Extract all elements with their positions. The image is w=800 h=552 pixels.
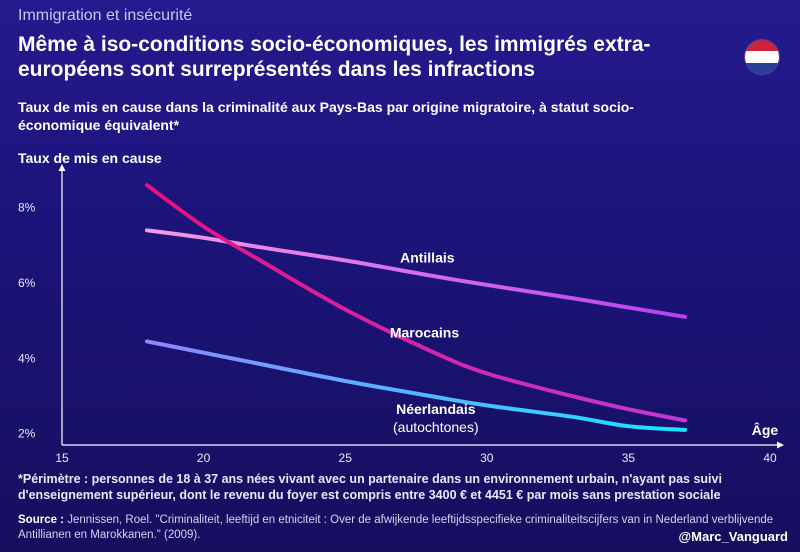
x-tick-label: 15 xyxy=(55,451,69,465)
x-tick-label: 20 xyxy=(197,451,211,465)
footnote: *Périmètre : personnes de 18 à 37 ans né… xyxy=(18,472,722,502)
chart-axes xyxy=(58,164,784,449)
x-tick-label: 35 xyxy=(622,451,636,465)
x-tick-label: 30 xyxy=(480,451,494,465)
y-axis-arrow-icon xyxy=(58,164,66,171)
series-sublabel-neerlandais: (autochtones) xyxy=(393,419,479,435)
tick-labels: 15 20 25 30 35 40 8% 6% 4% 2% Âge xyxy=(18,201,778,465)
topic-label: Immigration et insécurité xyxy=(18,7,193,24)
y-axis-title: Taux de mis en cause xyxy=(18,150,162,166)
x-axis-arrow-icon xyxy=(777,441,784,449)
series-label-neerlandais: Néerlandais xyxy=(396,401,476,417)
headline: Même à iso-conditions socio-économiques,… xyxy=(18,33,651,81)
series-label-antillais: Antillais xyxy=(400,249,455,265)
y-tick-label: 6% xyxy=(18,276,36,290)
series-line-neerlandais xyxy=(145,339,687,432)
y-tick-label: 4% xyxy=(18,351,36,365)
author-handle: @Marc_Vanguard xyxy=(678,529,789,544)
x-tick-label: 40 xyxy=(763,451,777,465)
chart-subtitle: Taux de mis en cause dans la criminalité… xyxy=(18,99,634,133)
series-line-marocains xyxy=(145,183,687,423)
y-tick-label: 8% xyxy=(18,201,36,215)
x-axis-title: Âge xyxy=(752,421,779,438)
series-labels: Antillais Marocains Néerlandais (autochtone… xyxy=(390,249,479,435)
y-tick-label: 2% xyxy=(18,427,36,441)
source-label: Source : xyxy=(18,514,65,526)
source-text: Jennissen, Roel. "Criminaliteit, leeftij… xyxy=(18,514,774,541)
x-tick-label: 25 xyxy=(339,451,353,465)
netherlands-flag-icon xyxy=(745,40,779,74)
series-label-marocains: Marocains xyxy=(390,325,459,341)
source-citation: Source : Jennissen, Roel. "Criminaliteit… xyxy=(18,513,788,543)
series-lines xyxy=(145,183,687,432)
